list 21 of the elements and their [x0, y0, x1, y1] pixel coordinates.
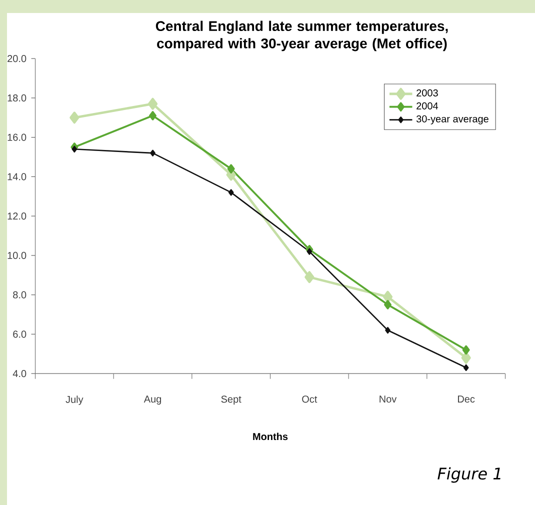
legend-label: 2003 — [416, 89, 438, 96]
legend-label: 30-year average — [416, 115, 488, 124]
y-tick-label: 4.0 — [12, 370, 26, 378]
y-tick-label: 12.0 — [8, 212, 26, 220]
x-axis-title: Months — [253, 432, 288, 440]
legend-label: 2004 — [416, 102, 438, 110]
y-tick-label: 20.0 — [8, 55, 26, 62]
y-tick-label: 6.0 — [13, 330, 26, 338]
x-tick-label: Dec — [458, 396, 475, 403]
caption: Figure 1 — [438, 467, 500, 483]
y-tick-label: 8.0 — [13, 291, 26, 298]
x-tick-label: July — [66, 396, 84, 405]
x-tick-label: Oct — [302, 396, 318, 403]
y-tick-label: 18.0 — [8, 94, 26, 102]
x-tick-label: Sept — [221, 396, 242, 405]
y-tick-label: 14.0 — [8, 173, 26, 180]
x-tick-label: Nov — [380, 396, 397, 403]
x-tick-label: Aug — [144, 396, 161, 405]
y-tick-label: 10.0 — [8, 252, 26, 259]
chart-title: Central England late summer temperatures, compared with 30-year average (Met office) — [156, 20, 448, 52]
y-tick-label: 16.0 — [8, 134, 26, 141]
